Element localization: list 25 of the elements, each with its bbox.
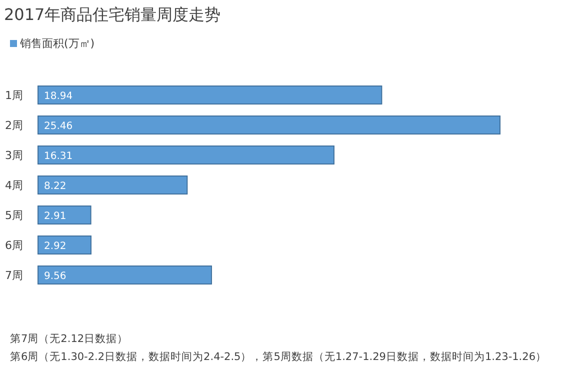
y-tick-label: 7周	[5, 269, 23, 282]
y-tick-label: 2周	[5, 119, 23, 132]
y-tick-label: 5周	[5, 209, 23, 222]
y-tick-label: 6周	[5, 239, 23, 252]
legend-label: 销售面积(万㎡)	[19, 37, 95, 50]
text: 第6周（无1.30-2.2日数据，数据时间为2.4-2.5），第5周数据（无1.27-1.29日数据，数据时间为1.23-1.26）	[10, 350, 547, 363]
y-tick-label: 1周	[5, 89, 23, 102]
data-label: 8.22	[44, 181, 66, 192]
data-label: 18.94	[44, 91, 73, 102]
data-label: 2.92	[44, 241, 66, 252]
data-label: 2.91	[44, 211, 66, 222]
text: 第7周（无2.12日数据）	[10, 333, 128, 345]
chart-title: 2017年商品住宅销量周度走势	[4, 5, 221, 24]
y-tick-label: 3周	[5, 149, 23, 162]
bar	[38, 86, 382, 104]
bar	[38, 206, 92, 224]
data-label: 16.31	[44, 151, 73, 162]
bar	[38, 146, 334, 164]
data-label: 9.56	[44, 271, 66, 282]
bar	[38, 176, 188, 194]
bar	[38, 266, 212, 284]
bar	[38, 236, 92, 254]
data-label: 25.46	[44, 121, 73, 132]
bar	[38, 116, 500, 134]
y-tick-label: 4周	[5, 179, 23, 192]
